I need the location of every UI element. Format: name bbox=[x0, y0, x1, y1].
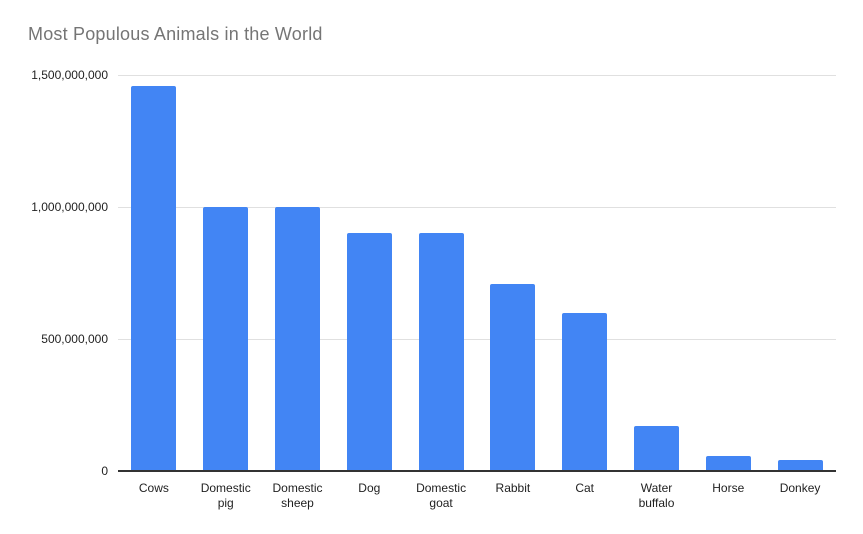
bar-slot-domestic-goat bbox=[405, 75, 477, 471]
gridline-1500000000 bbox=[118, 75, 836, 76]
bar-donkey[interactable] bbox=[777, 460, 823, 471]
gridline-500000000 bbox=[118, 339, 836, 340]
bar-slot-donkey bbox=[764, 75, 836, 471]
bar-water-buffalo[interactable] bbox=[633, 426, 679, 471]
gridline-1000000000 bbox=[118, 207, 836, 208]
bar-cat[interactable] bbox=[562, 312, 608, 471]
bar-domestic-pig[interactable] bbox=[203, 207, 249, 471]
chart-title: Most Populous Animals in the World bbox=[28, 24, 323, 44]
plot-area bbox=[118, 75, 836, 472]
bar-slot-domestic-pig bbox=[190, 75, 262, 471]
bar-cows[interactable] bbox=[131, 85, 177, 471]
y-tick-label-1000000000: 1,000,000,000 bbox=[31, 200, 108, 214]
bars-layer bbox=[118, 75, 836, 471]
bar-domestic-sheep[interactable] bbox=[274, 207, 320, 471]
bar-dog[interactable] bbox=[346, 233, 392, 471]
x-tick-label-horse: Horse bbox=[712, 481, 745, 495]
bar-slot-dog bbox=[333, 75, 405, 471]
y-tick-label-1500000000: 1,500,000,000 bbox=[31, 68, 108, 82]
bar-slot-domestic-sheep bbox=[262, 75, 334, 471]
bar-slot-cows bbox=[118, 75, 190, 471]
x-tick-label-domestic-goat: Domestic goat bbox=[416, 481, 467, 510]
x-tick-label-domestic-sheep: Domestic sheep bbox=[272, 481, 323, 510]
y-tick-label-500000000: 500,000,000 bbox=[41, 332, 108, 346]
x-tick-label-rabbit: Rabbit bbox=[495, 481, 531, 495]
bar-domestic-goat[interactable] bbox=[418, 233, 464, 471]
bar-rabbit[interactable] bbox=[490, 283, 536, 471]
x-tick-label-donkey: Donkey bbox=[779, 481, 821, 495]
bar-horse[interactable] bbox=[705, 456, 751, 471]
x-tick-label-water-buffalo: Water buffalo bbox=[638, 481, 675, 510]
x-axis-labels: Cows Domestic pig Domestic sheep Dog Domesti… bbox=[118, 481, 836, 511]
bar-slot-water-buffalo bbox=[621, 75, 693, 471]
x-tick-label-dog: Dog bbox=[358, 481, 381, 495]
x-axis-line bbox=[118, 470, 836, 472]
bar-slot-rabbit bbox=[477, 75, 549, 471]
bar-slot-horse bbox=[692, 75, 764, 471]
x-tick-label-cat: Cat bbox=[575, 481, 595, 495]
y-tick-label-0: 0 bbox=[101, 464, 108, 478]
y-axis-labels: 1,500,000,000 1,000,000,000 500,000,000 0 bbox=[0, 68, 108, 478]
x-tick-label-domestic-pig: Domestic pig bbox=[200, 481, 251, 510]
bar-slot-cat bbox=[549, 75, 621, 471]
x-tick-label-cows: Cows bbox=[138, 481, 169, 495]
